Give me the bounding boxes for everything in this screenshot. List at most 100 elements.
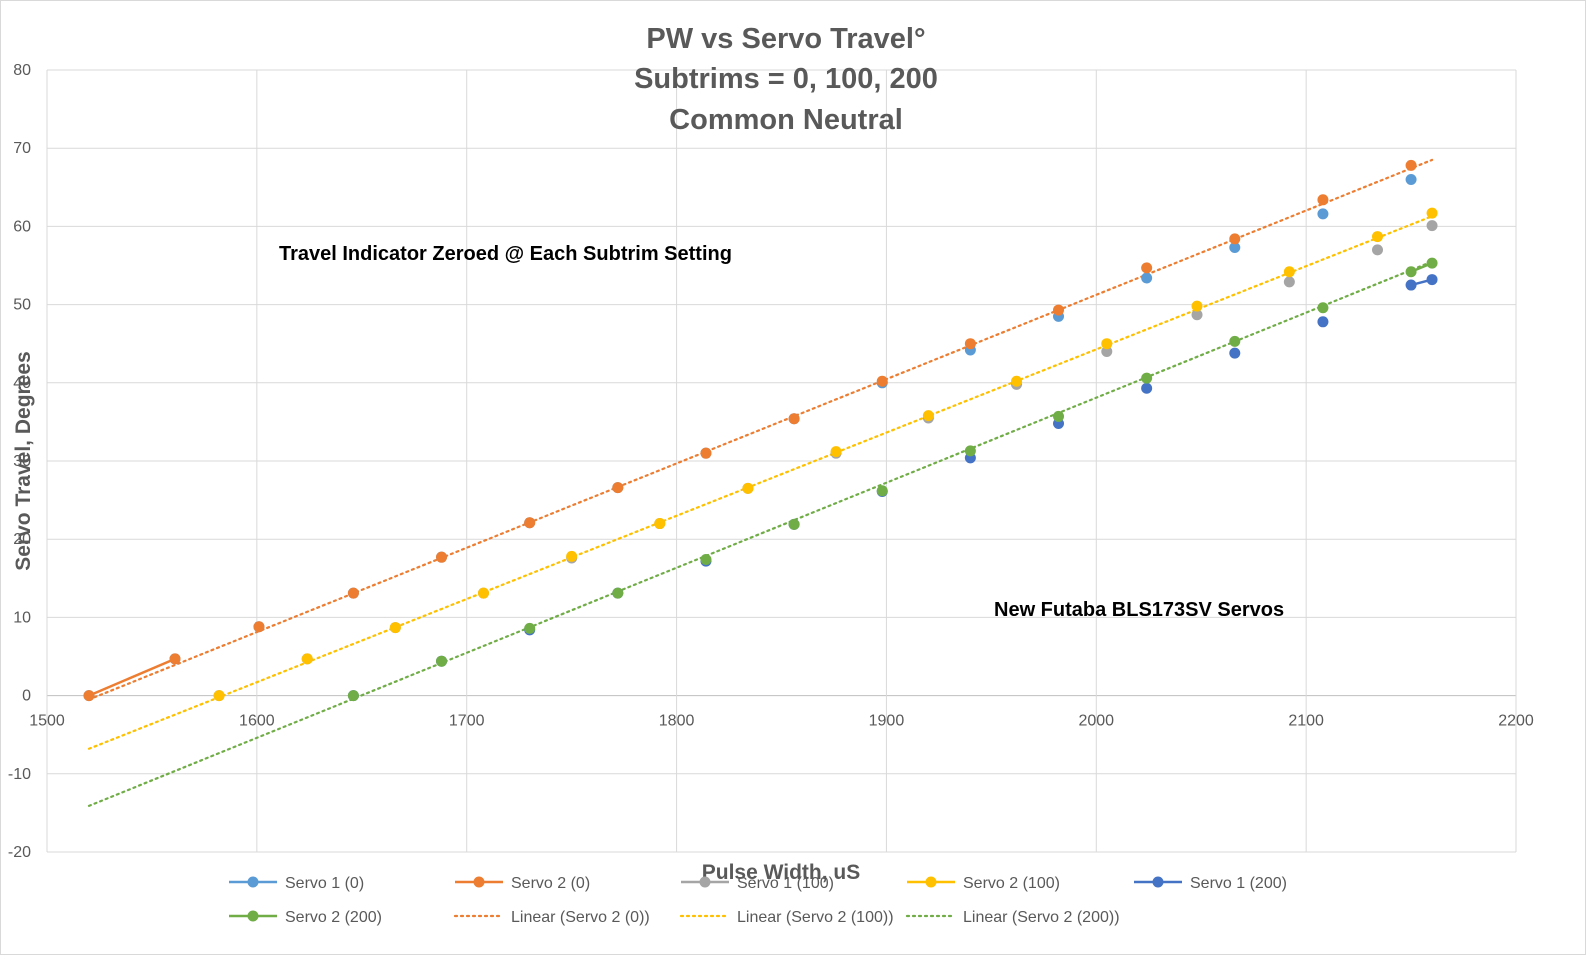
legend-entry: Servo 2 (200) bbox=[285, 909, 382, 926]
data-point bbox=[213, 690, 225, 702]
data-point bbox=[1317, 194, 1329, 206]
data-point bbox=[1229, 347, 1241, 359]
trendline bbox=[87, 215, 1434, 750]
x-tick-label: 2000 bbox=[1078, 713, 1114, 730]
y-tick-label: 80 bbox=[13, 62, 31, 79]
legend-marker bbox=[473, 876, 485, 888]
series-line-segment bbox=[88, 657, 176, 697]
legend-entry: Servo 1 (100) bbox=[737, 875, 834, 892]
data-point bbox=[436, 551, 448, 563]
chart-title-line-3: Common Neutral bbox=[669, 104, 903, 136]
y-tick-label: 30 bbox=[13, 453, 31, 470]
data-point bbox=[1426, 257, 1438, 269]
y-axis-title: Servo Travel, Degrees bbox=[12, 351, 35, 570]
data-point bbox=[1011, 375, 1023, 387]
y-tick-label: -20 bbox=[8, 844, 31, 861]
data-point bbox=[1317, 316, 1329, 328]
x-tick-label: 1600 bbox=[239, 713, 275, 730]
y-tick-label: 60 bbox=[13, 218, 31, 235]
data-point bbox=[1053, 304, 1065, 316]
data-point bbox=[1141, 382, 1153, 394]
chart-title-line-1: PW vs Servo Travel° bbox=[646, 23, 925, 55]
data-point bbox=[742, 482, 754, 494]
annotation-servo-model: New Futaba BLS173SV Servos bbox=[994, 599, 1284, 621]
y-tick-label: 10 bbox=[13, 609, 31, 626]
data-point bbox=[1317, 208, 1329, 220]
y-tick-label: 20 bbox=[13, 531, 31, 548]
data-point bbox=[1141, 272, 1153, 284]
data-point bbox=[1426, 207, 1438, 219]
data-point bbox=[654, 518, 666, 530]
data-point bbox=[524, 517, 536, 529]
data-point bbox=[1405, 279, 1417, 291]
data-point bbox=[1371, 244, 1383, 256]
data-point bbox=[1101, 346, 1113, 358]
x-axis-title: Pulse Width, uS bbox=[702, 861, 860, 884]
data-point bbox=[347, 690, 359, 702]
data-point bbox=[1191, 309, 1203, 321]
data-point bbox=[1229, 242, 1241, 254]
data-point bbox=[1405, 173, 1417, 185]
data-point bbox=[389, 622, 401, 634]
legend-marker bbox=[699, 876, 711, 888]
data-point bbox=[788, 413, 800, 425]
data-point bbox=[612, 482, 624, 494]
y-tick-label: 50 bbox=[13, 297, 31, 314]
grid-layer bbox=[46, 69, 1517, 853]
legend-entry: Servo 2 (100) bbox=[963, 875, 1060, 892]
data-point bbox=[1141, 262, 1153, 274]
trendline bbox=[87, 158, 1434, 701]
data-point bbox=[1229, 233, 1241, 245]
legend-entry: Linear (Servo 2 (100)) bbox=[737, 909, 894, 926]
x-tick-label: 1900 bbox=[869, 713, 905, 730]
data-point bbox=[478, 587, 490, 599]
data-point bbox=[922, 410, 934, 422]
data-point bbox=[347, 587, 359, 599]
data-point bbox=[964, 445, 976, 457]
data-point bbox=[1229, 335, 1241, 347]
data-point bbox=[700, 447, 712, 459]
data-point bbox=[436, 655, 448, 667]
data-point bbox=[1141, 372, 1153, 384]
y-tick-label: 0 bbox=[22, 688, 31, 705]
data-point bbox=[524, 622, 536, 634]
legend-marker bbox=[247, 876, 259, 888]
legend-entry: Linear (Servo 2 (200)) bbox=[963, 909, 1120, 926]
trendline bbox=[87, 260, 1434, 807]
trendline-layer bbox=[87, 158, 1434, 807]
chart-title-line-2: Subtrims = 0, 100, 200 bbox=[634, 63, 938, 95]
data-point bbox=[788, 518, 800, 530]
data-point bbox=[169, 653, 181, 665]
data-point bbox=[1053, 410, 1065, 422]
data-point bbox=[1101, 338, 1113, 350]
x-tick-label: 2100 bbox=[1288, 713, 1324, 730]
data-point bbox=[566, 550, 578, 562]
x-tick-label: 1700 bbox=[449, 713, 485, 730]
data-point bbox=[1283, 266, 1295, 278]
series-layer bbox=[83, 159, 1438, 702]
legend-entry: Linear (Servo 2 (0)) bbox=[511, 909, 650, 926]
y-tick-label: -10 bbox=[8, 766, 31, 783]
data-point bbox=[1283, 276, 1295, 288]
legend-entry: Servo 1 (200) bbox=[1190, 875, 1287, 892]
data-point bbox=[876, 375, 888, 387]
legend-entry: Servo 1 (0) bbox=[285, 875, 364, 892]
legend: Servo 1 (0) Servo 2 (0) Servo 1 (100) Servo… bbox=[229, 875, 1287, 926]
data-point bbox=[830, 446, 842, 458]
data-point bbox=[876, 485, 888, 497]
legend-marker bbox=[1152, 876, 1164, 888]
data-point bbox=[1371, 231, 1383, 243]
y-tick-label: 40 bbox=[13, 375, 31, 392]
tick-label-layer: -20 -10 0 10 20 30 40 50 60 70 80 1500 1600 1700 1800 1… bbox=[8, 62, 1534, 861]
data-point bbox=[253, 621, 265, 633]
data-point bbox=[612, 587, 624, 599]
annotation-travel-indicator: Travel Indicator Zeroed @ Each Subtrim S… bbox=[279, 243, 732, 265]
data-point bbox=[1191, 300, 1203, 312]
data-point bbox=[1405, 266, 1417, 278]
data-point bbox=[1426, 220, 1438, 232]
legend-marker bbox=[925, 876, 937, 888]
x-tick-label: 2200 bbox=[1498, 713, 1534, 730]
x-tick-label: 1500 bbox=[29, 713, 65, 730]
